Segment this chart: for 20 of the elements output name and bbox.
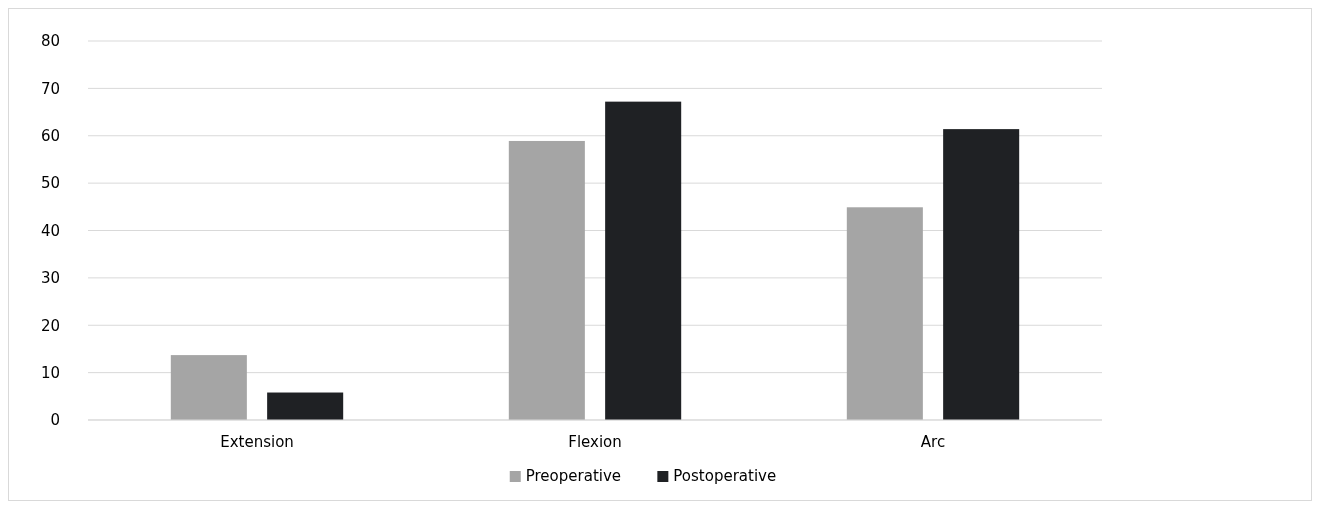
y-tick-label: 60	[40, 127, 60, 145]
y-tick-label: 30	[40, 269, 60, 288]
bar	[846, 207, 923, 420]
x-tick-label: Arc	[920, 433, 946, 451]
legend-label: Postoperative	[673, 467, 777, 485]
y-tick-label: 70	[40, 79, 60, 98]
bar	[943, 129, 1020, 420]
y-tick-label: 10	[40, 363, 60, 382]
bar	[170, 355, 247, 420]
y-tick-label: 80	[40, 32, 60, 51]
bar	[267, 392, 344, 420]
bar	[508, 140, 585, 420]
y-tick-label: 0	[50, 411, 60, 430]
bar	[605, 101, 682, 420]
y-tick-label: 40	[40, 221, 60, 240]
legend-label: Preoperative	[525, 467, 622, 485]
x-tick-label: Extension	[220, 433, 294, 451]
x-tick-label: Flexion	[568, 433, 622, 451]
y-tick-label: 20	[40, 316, 60, 335]
y-tick-label: 50	[40, 174, 60, 193]
